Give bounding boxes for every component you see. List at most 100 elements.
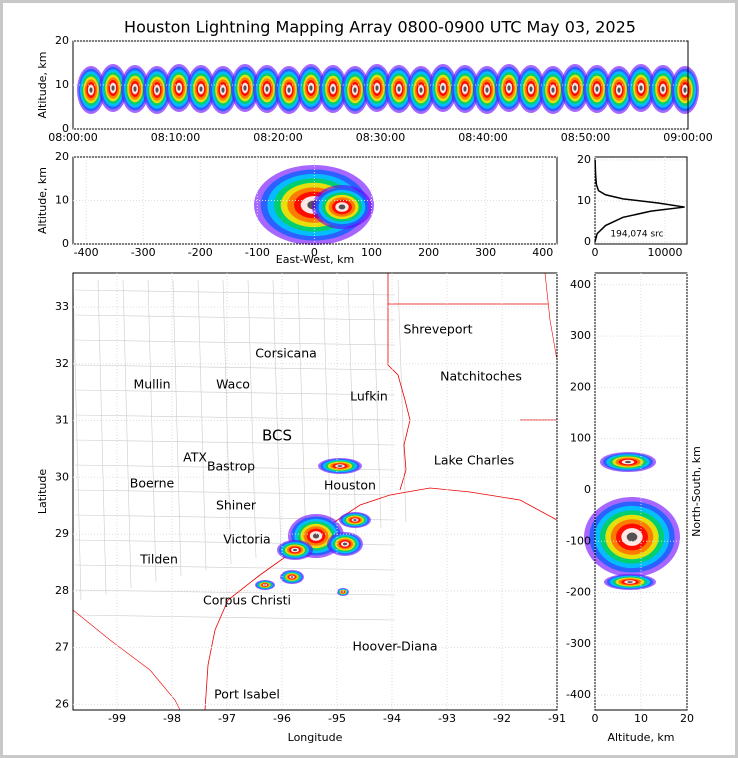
density — [343, 542, 347, 546]
county-line — [122, 279, 132, 589]
density — [287, 87, 291, 93]
y-tick-label: 28 — [55, 584, 69, 597]
x-tick-label: 200 — [418, 246, 439, 259]
x-axis-label: East-West, km — [276, 253, 354, 266]
state-border — [387, 273, 411, 491]
density — [624, 460, 632, 464]
x-tick-label: -400 — [74, 246, 99, 259]
place-label: BCS — [262, 427, 292, 445]
density — [293, 548, 297, 552]
y-tick-label: -300 — [566, 637, 591, 650]
place-label: Corpus Christi — [203, 593, 291, 608]
profile-line — [594, 159, 685, 243]
county-line — [74, 339, 396, 346]
county-line — [222, 279, 232, 565]
density — [573, 85, 577, 91]
county-line — [247, 279, 257, 559]
y-tick-label: 20 — [577, 153, 591, 166]
density — [627, 581, 633, 583]
county-line — [74, 564, 396, 571]
y-tick-label: 0 — [584, 235, 591, 248]
coast — [72, 272, 558, 711]
county-line — [397, 279, 407, 523]
place-label: Port Isabel — [214, 687, 280, 702]
county-line — [372, 279, 382, 529]
density — [375, 85, 379, 91]
density — [529, 86, 533, 92]
x-tick-label: 100 — [361, 246, 382, 259]
density — [353, 519, 357, 521]
x-tick-label: 08:10:00 — [151, 131, 200, 144]
density — [177, 85, 181, 91]
place-label: Mullin — [133, 377, 170, 392]
place-label: ATX — [183, 450, 207, 465]
density — [338, 204, 346, 210]
density — [342, 591, 344, 593]
y-tick-label: -200 — [566, 586, 591, 599]
y-tick-label: 10 — [55, 78, 69, 91]
y-tick-label: 200 — [570, 380, 591, 393]
density — [485, 87, 489, 93]
density — [683, 87, 687, 93]
y-tick-label: 26 — [55, 697, 69, 710]
density — [111, 85, 115, 91]
x-tick-label: 400 — [532, 246, 553, 259]
x-tick-label: -300 — [131, 246, 156, 259]
y-tick-label: 0 — [62, 122, 69, 135]
x-axis-label: Altitude, km — [607, 731, 674, 744]
county-line — [74, 289, 396, 296]
x-tick-label: 08:40:00 — [458, 131, 507, 144]
y-axis-label: Altitude, km — [36, 51, 49, 118]
x-tick-label: 10 — [634, 712, 648, 725]
x-tick-label: -99 — [108, 712, 126, 725]
density — [133, 86, 137, 92]
y-axis-label: Altitude, km — [36, 167, 49, 234]
density — [397, 86, 401, 92]
y-tick-label: 20 — [55, 34, 69, 47]
y-tick-label: 32 — [55, 357, 69, 370]
county-line — [74, 314, 396, 321]
density — [89, 87, 93, 93]
annotation: 194,074 src — [610, 230, 663, 240]
county-line — [322, 279, 332, 541]
county-line — [97, 279, 107, 595]
x-tick-label: 20 — [680, 712, 694, 725]
density — [331, 86, 335, 92]
x-tick-label: 08:00:00 — [48, 131, 97, 144]
density — [661, 86, 665, 92]
place-label: Houston — [324, 478, 376, 493]
y-tick-label: 100 — [570, 432, 591, 445]
y-tick-label: 400 — [570, 278, 591, 291]
place-label: Boerne — [130, 476, 175, 491]
place-label: Lake Charles — [434, 453, 514, 468]
place-label: Natchitoches — [440, 369, 522, 384]
y-tick-label: 33 — [55, 300, 69, 313]
density — [337, 465, 343, 467]
state-border — [388, 303, 557, 421]
x-tick-label: -96 — [273, 712, 291, 725]
x-tick-label: 0 — [592, 712, 599, 725]
density — [265, 86, 269, 92]
x-tick-label: -94 — [383, 712, 401, 725]
density — [155, 87, 159, 93]
place-label: Shreveport — [403, 322, 472, 337]
place-label: Victoria — [223, 532, 270, 547]
county-line — [74, 364, 396, 371]
title: Houston Lightning Mapping Array 0800-090… — [124, 18, 636, 37]
density — [290, 576, 294, 578]
x-tick-label: 10000 — [648, 246, 683, 259]
county-line — [272, 279, 282, 553]
county-line — [74, 439, 396, 446]
county-line — [347, 279, 357, 535]
place-label: Bastrop — [207, 459, 255, 474]
density — [551, 87, 555, 93]
x-tick-label: -93 — [438, 712, 456, 725]
y-tick-label: 20 — [55, 150, 69, 163]
x-tick-label: -91 — [548, 712, 566, 725]
county-line — [297, 279, 307, 547]
x-tick-label: -92 — [493, 712, 511, 725]
density — [463, 86, 467, 92]
x-tick-label: 300 — [475, 246, 496, 259]
y-tick-label: 10 — [55, 194, 69, 207]
